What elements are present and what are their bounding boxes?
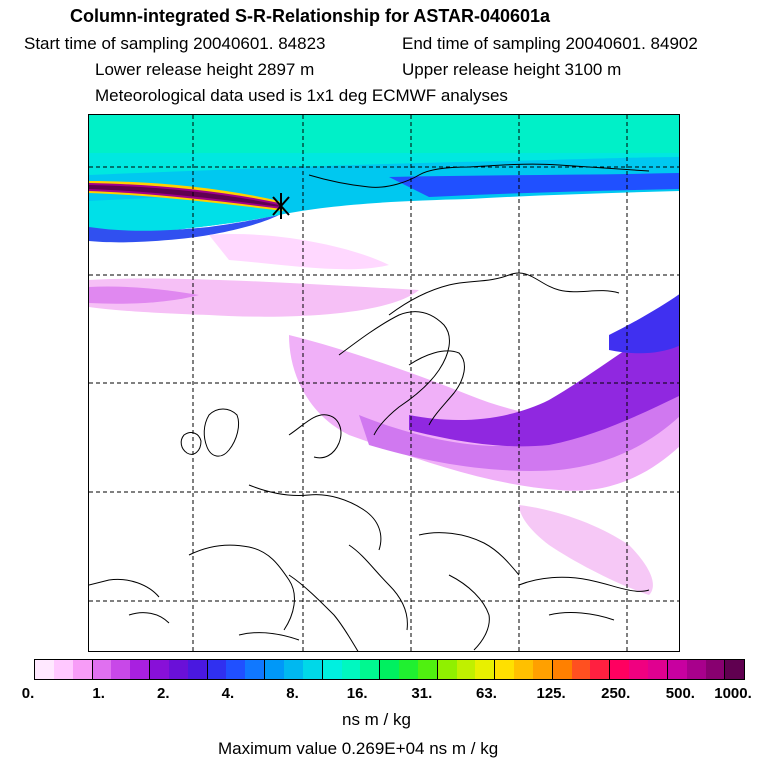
color-scale-segment (380, 660, 400, 679)
met-data-label: Meteorological data used is 1x1 deg ECMW… (95, 86, 508, 105)
color-scale-segment (437, 660, 457, 679)
plume-south-haze (519, 505, 653, 595)
color-scale-segment (72, 660, 93, 679)
color-scale-segment (648, 660, 668, 679)
end-time-label: End time of sampling 20040601. 84902 (402, 34, 698, 53)
color-scale-segment (168, 660, 188, 679)
color-scale-segment (341, 660, 361, 679)
color-scale-segment (725, 660, 745, 679)
color-scale-tick-label: 4. (221, 685, 235, 702)
color-scale-tick-label: 1000. (714, 685, 752, 702)
max-value-label: Maximum value 0.269E+04 ns m / kg (218, 739, 499, 758)
color-scale-segment (629, 660, 648, 679)
lower-height-label: Lower release height 2897 m (95, 60, 315, 79)
map-panel (88, 114, 680, 652)
color-scale-bar (34, 659, 745, 680)
color-scale-segment (322, 660, 342, 679)
color-scale-segment (571, 660, 591, 679)
color-scale-segment (92, 660, 112, 679)
plume-inner (409, 316, 679, 447)
color-scale-segment (495, 660, 515, 679)
color-scale-segment (456, 660, 476, 679)
color-scale-segment (283, 660, 303, 679)
pink-band-west (89, 278, 419, 317)
color-scale-segment (302, 660, 323, 679)
graticule (89, 115, 679, 651)
color-scale-tick-label: 125. (536, 685, 566, 702)
color-scale-tick-label: 2. (157, 685, 170, 702)
color-scale-segment (150, 660, 169, 679)
color-scale-tick-label: 500. (665, 685, 695, 702)
color-scale-segment (667, 660, 687, 679)
color-scale-segment (705, 660, 726, 679)
color-scale-segment (360, 660, 381, 679)
release-site-marker (272, 193, 290, 219)
start-time-label: Start time of sampling 20040601. 84823 (24, 34, 326, 53)
color-scale-segment (207, 660, 227, 679)
field-cyan-lobe (89, 194, 279, 240)
color-scale-segment (686, 660, 706, 679)
color-scale-segment (552, 660, 572, 679)
map-graphic (89, 115, 679, 651)
map-title: Column-integrated S-R-Relationship for A… (70, 6, 551, 26)
color-scale-segment (417, 660, 438, 679)
color-scale-segment (53, 660, 73, 679)
color-scale-tick-label: 31. (411, 685, 433, 702)
color-scale-tick-label: 63. (476, 685, 497, 702)
plume-blue-core (609, 294, 679, 354)
color-scale-segment (187, 660, 208, 679)
color-scale-segment (399, 660, 418, 679)
color-scale-segment (610, 660, 630, 679)
pink-haze-north (209, 234, 389, 270)
field-top-green (89, 115, 679, 153)
color-scale-segment (35, 660, 54, 679)
color-scale-segment (532, 660, 553, 679)
color-scale-tick-label: 8. (286, 685, 299, 702)
field-deep-blue (389, 173, 679, 197)
color-scale-segment (226, 660, 246, 679)
color-scale-tick-label: 16. (346, 685, 368, 702)
color-scale-segment (130, 660, 151, 679)
pink-band-west-core (89, 286, 199, 304)
color-scale-ticks: 0. 1. 2. 4. 8. 16. 31. 63. 125. 250. 500. 1000. (0, 685, 768, 705)
coastlines (89, 163, 650, 651)
color-scale-segment (245, 660, 266, 679)
color-scale-segment (514, 660, 533, 679)
color-scale-segment (111, 660, 131, 679)
color-scale-tick-label: 250. (601, 685, 631, 702)
field-blue-rim (89, 215, 279, 243)
unit-label: ns m / kg (342, 710, 411, 729)
plume-center (89, 185, 281, 207)
upper-height-label: Upper release height 3100 m (402, 60, 622, 79)
color-scale-tick-label: 1. (92, 685, 105, 702)
color-scale-segment (475, 660, 496, 679)
color-scale-segment (265, 660, 284, 679)
color-scale-segment (590, 660, 611, 679)
color-scale-tick-label: 0. (21, 685, 35, 702)
